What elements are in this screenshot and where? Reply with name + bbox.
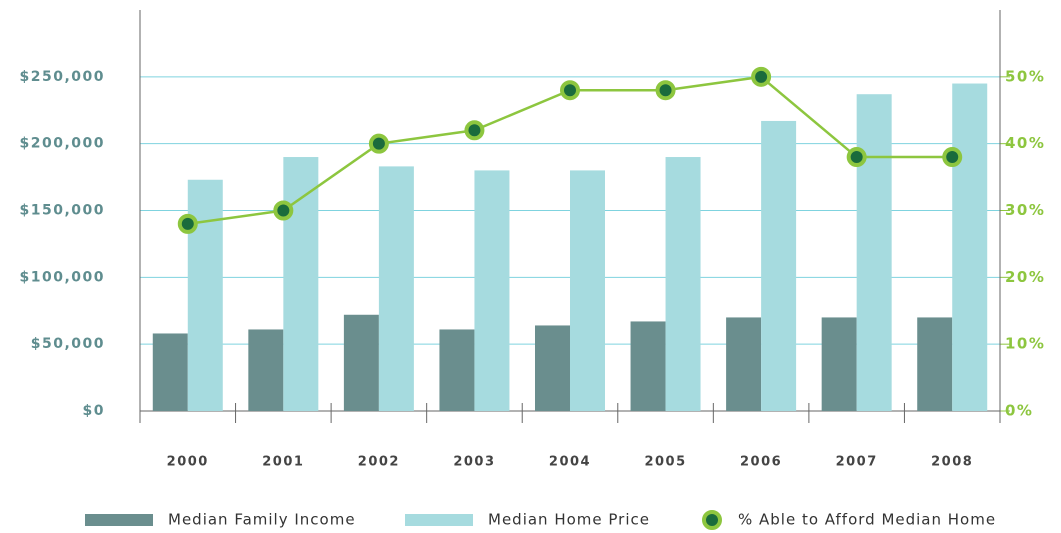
y-tick-label: $250,000	[19, 69, 105, 85]
bar	[439, 329, 475, 411]
bar	[283, 157, 319, 411]
bar	[343, 314, 379, 411]
bar	[570, 170, 605, 411]
y2-tick-label: 10%	[1005, 335, 1045, 353]
marker	[655, 80, 676, 101]
x-tick-label: 2005	[644, 455, 686, 470]
bar	[917, 317, 953, 411]
x-tick-label: 2008	[931, 455, 973, 470]
y-tick-label: $150,000	[19, 203, 105, 219]
bar	[952, 83, 988, 412]
marker	[751, 66, 772, 87]
x-tick-label: 2003	[453, 455, 495, 470]
y2-tick-label: 30%	[1005, 201, 1045, 219]
x-tick-label: 2000	[167, 455, 209, 470]
x-tick-label: 2001	[262, 455, 304, 470]
bar	[535, 325, 570, 411]
bar	[187, 179, 223, 411]
legend-label: Median Home Price	[488, 511, 650, 529]
marker	[273, 200, 294, 221]
y-tick-label: $200,000	[19, 136, 105, 152]
y2-tick-label: 40%	[1005, 134, 1045, 152]
y2-tick-label: 50%	[1005, 67, 1045, 85]
marker	[846, 147, 867, 168]
bar	[630, 321, 666, 411]
marker	[560, 80, 580, 101]
marker	[177, 213, 198, 234]
y2-tick-label: 20%	[1005, 268, 1045, 286]
marker	[942, 147, 963, 168]
bar	[152, 333, 188, 411]
marker	[368, 133, 389, 154]
legend-marker	[702, 510, 722, 530]
bar	[821, 317, 857, 411]
legend-label: Median Family Income	[168, 511, 356, 529]
y-tick-label: $50,000	[31, 336, 105, 352]
bar	[856, 94, 892, 412]
legend-swatch	[85, 514, 153, 526]
x-tick-label: 2006	[740, 455, 782, 470]
bar	[474, 170, 510, 411]
bar	[378, 166, 414, 411]
x-tick-label: 2002	[358, 455, 400, 470]
marker	[464, 120, 485, 141]
bar	[248, 329, 284, 411]
y-tick-label: $0	[83, 403, 105, 419]
bar	[665, 157, 701, 411]
bar	[761, 120, 797, 412]
y2-tick-label: 0%	[1005, 402, 1033, 420]
legend-swatch	[405, 514, 473, 526]
y-tick-label: $100,000	[19, 269, 105, 285]
bar	[726, 317, 762, 411]
legend-label: % Able to Afford Median Home	[738, 511, 996, 529]
x-tick-label: 2007	[836, 455, 878, 470]
x-tick-label: 2004	[549, 455, 591, 470]
